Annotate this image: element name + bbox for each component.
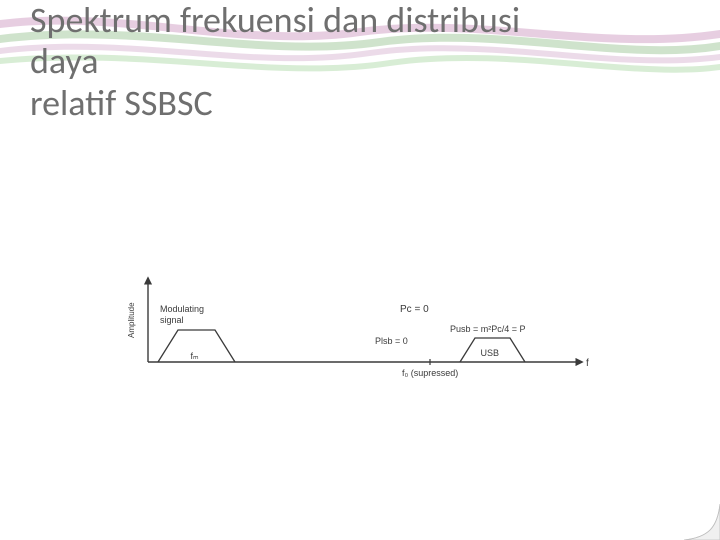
svg-text:f: f	[586, 358, 589, 369]
svg-text:f₀ (supressed): f₀ (supressed)	[402, 368, 458, 378]
svg-text:Pusb = m²Pc/4 = P: Pusb = m²Pc/4 = P	[450, 324, 526, 334]
svg-text:Modulating: Modulating	[160, 304, 204, 314]
svg-text:Pc = 0: Pc = 0	[400, 304, 429, 315]
title-line-2: daya	[30, 39, 98, 83]
title-line-3: relatif SSBSC	[30, 81, 213, 125]
svg-text:Amplitude: Amplitude	[127, 302, 136, 338]
svg-text:USB: USB	[481, 348, 500, 358]
svg-text:signal: signal	[160, 315, 184, 325]
corner-curl-icon	[684, 504, 720, 540]
svg-text:fₘ: fₘ	[191, 351, 200, 361]
svg-text:Plsb = 0: Plsb = 0	[375, 336, 408, 346]
spectrum-diagram: Amplitude Modulatingsignal fₘ Pc = 0 Plsb = …	[120, 270, 600, 390]
title-line-1: Spektrum frekuensi dan distribusi	[30, 0, 520, 42]
page-title: Spektrum frekuensi dan distribusi daya r…	[30, 0, 690, 124]
